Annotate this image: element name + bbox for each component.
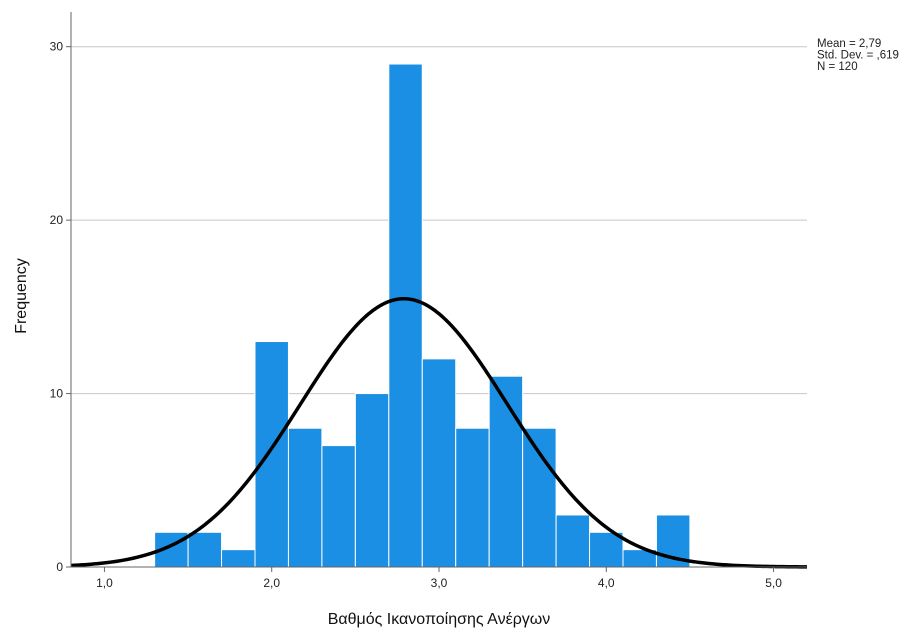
histogram-bar-10 (455, 427, 490, 568)
x-tick-label: 1,0 (96, 576, 113, 590)
histogram-bar-6 (321, 445, 356, 568)
stats-line-1: Mean = 2,79 (817, 38, 881, 50)
histogram-bar-2 (187, 531, 223, 568)
gridlines (71, 46, 807, 395)
histogram-bar-13 (555, 514, 591, 568)
x-tick-label: 4,0 (598, 576, 615, 590)
histogram-bar-7 (354, 393, 390, 568)
histogram-bar-11 (488, 375, 524, 568)
histogram-bar-5 (287, 427, 323, 568)
stats-line-2: Std. Dev. = ,619 (817, 50, 899, 62)
y-axis-title: Frequency (13, 258, 30, 334)
x-axis-title: Βαθμός Ικανοποίησης Ανέργων (328, 611, 551, 628)
histogram-bars (154, 63, 691, 568)
x-tick-label: 2,0 (263, 576, 280, 590)
histogram-bar-3 (221, 549, 256, 568)
y-tick-label: 20 (50, 213, 64, 227)
axis-ticks: 0 10 20 30 1,0 2,0 3,0 4,0 5,0 (50, 40, 783, 590)
histogram-bar-9 (421, 358, 457, 568)
stats-line-3: N = 120 (817, 61, 858, 73)
y-tick-label: 0 (56, 560, 63, 574)
normal-curve (70, 297, 808, 569)
histogram-bar-14 (589, 531, 624, 568)
y-tick-label: 30 (50, 40, 64, 54)
x-tick-label: 5,0 (765, 576, 782, 590)
histogram-bar-8 (388, 63, 423, 568)
histogram-bar-12 (522, 427, 557, 568)
x-tick-label: 3,0 (431, 576, 448, 590)
histogram-bar-4 (254, 341, 289, 568)
y-tick-label: 10 (50, 387, 64, 401)
